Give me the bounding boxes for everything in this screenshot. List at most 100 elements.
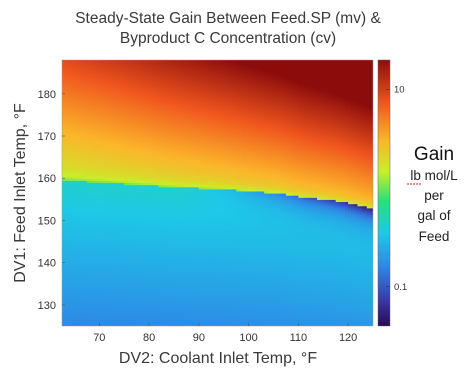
heatmap-cell xyxy=(65,133,69,137)
heatmap-cell xyxy=(65,290,69,293)
heatmap-cell xyxy=(74,294,79,298)
heatmap-cell xyxy=(74,315,79,319)
heatmap-cell xyxy=(65,108,69,112)
heatmap-cell xyxy=(74,79,79,82)
heatmap-cell xyxy=(65,304,69,308)
heatmap-cell xyxy=(62,195,66,198)
heatmap-cell xyxy=(71,95,76,99)
heatmap-cell xyxy=(65,199,69,203)
heatmap-cell xyxy=(62,231,66,234)
heatmap-cell xyxy=(68,119,72,122)
heatmap-cell xyxy=(86,142,91,146)
heatmap-cell xyxy=(71,81,76,84)
heatmap-cell xyxy=(68,203,72,207)
heatmap-cell xyxy=(80,180,85,184)
heatmap-cell xyxy=(99,222,104,226)
heatmap-cell xyxy=(65,288,69,291)
heatmap-cell xyxy=(77,228,82,232)
heatmap-cell xyxy=(62,285,66,289)
heatmap-cell xyxy=(83,174,88,177)
heatmap-cell xyxy=(65,254,69,257)
heatmap-cell xyxy=(83,121,88,124)
heatmap-cell xyxy=(86,72,91,76)
heatmap-cell xyxy=(83,83,88,86)
heatmap-cell xyxy=(62,66,66,70)
heatmap-cell xyxy=(68,222,72,226)
heatmap-cell xyxy=(93,311,97,314)
heatmap-cell xyxy=(71,140,76,143)
heatmap-cell xyxy=(99,85,104,89)
heatmap-cell xyxy=(71,245,76,249)
heatmap-cell xyxy=(62,323,66,326)
heatmap-cell xyxy=(62,243,66,247)
heatmap-cell xyxy=(68,146,72,150)
heatmap-cell xyxy=(65,98,69,101)
heatmap-cell xyxy=(96,129,100,133)
heatmap-cell xyxy=(102,258,107,262)
heatmap-cell xyxy=(71,269,76,272)
heatmap-cell xyxy=(65,207,69,211)
heatmap-cell xyxy=(93,197,97,200)
heatmap-cell xyxy=(77,222,82,226)
heatmap-cell xyxy=(80,212,85,215)
heatmap-cell xyxy=(71,87,76,91)
heatmap-cell xyxy=(77,178,82,181)
heatmap-cell xyxy=(89,285,94,289)
heatmap-cell xyxy=(102,138,107,141)
heatmap-cell xyxy=(83,203,88,207)
heatmap-cell xyxy=(96,121,100,124)
heatmap-cell xyxy=(96,294,100,298)
heatmap-cell xyxy=(65,302,69,306)
heatmap-cell xyxy=(102,302,107,306)
heatmap-cell xyxy=(62,245,66,249)
heatmap-cell xyxy=(65,203,69,207)
heatmap-cell xyxy=(80,195,85,198)
heatmap-cell xyxy=(96,247,100,251)
heatmap-cell xyxy=(68,70,72,74)
heatmap-cell xyxy=(89,292,94,295)
heatmap-cell xyxy=(80,243,85,247)
heatmap-cell xyxy=(71,155,76,158)
heatmap-cell xyxy=(71,224,76,228)
heatmap-cell xyxy=(86,66,91,70)
heatmap-cell xyxy=(93,288,97,291)
heatmap-cell xyxy=(74,321,79,325)
heatmap-cell xyxy=(96,106,100,110)
heatmap-cell xyxy=(80,125,85,129)
heatmap-cell xyxy=(62,91,66,95)
heatmap-cell xyxy=(71,184,76,188)
heatmap-cell xyxy=(74,133,79,137)
heatmap-cell xyxy=(99,315,104,319)
heatmap-cell xyxy=(93,294,97,298)
heatmap-cell xyxy=(93,108,97,112)
heatmap-cell xyxy=(80,224,85,228)
heatmap-cell xyxy=(86,108,91,112)
heatmap-cell xyxy=(68,281,72,285)
heatmap-cell xyxy=(65,127,69,131)
heatmap-cell xyxy=(93,307,97,310)
heatmap-cell xyxy=(102,323,107,326)
heatmap-cell xyxy=(93,222,97,226)
heatmap-cell xyxy=(74,157,79,160)
heatmap-cell xyxy=(96,323,100,326)
heatmap-cell xyxy=(65,195,69,198)
heatmap-cell xyxy=(77,201,82,205)
heatmap-cell xyxy=(68,209,72,213)
heatmap-cell xyxy=(89,226,94,230)
heatmap-cell xyxy=(86,239,91,243)
heatmap-cell xyxy=(80,127,85,131)
heatmap-cell xyxy=(62,214,66,217)
heatmap-cell xyxy=(71,72,76,76)
heatmap-cell xyxy=(71,197,76,200)
heatmap-cell xyxy=(80,207,85,211)
heatmap-cell xyxy=(102,121,107,124)
heatmap-cell xyxy=(93,277,97,281)
heatmap-cell xyxy=(77,165,82,169)
heatmap-cell xyxy=(93,247,97,251)
heatmap-cell xyxy=(89,72,94,76)
heatmap-cell xyxy=(62,273,66,276)
heatmap-cell xyxy=(80,273,85,276)
heatmap-cell xyxy=(99,283,104,287)
heatmap-cell xyxy=(65,165,69,169)
heatmap-cell xyxy=(62,144,66,148)
